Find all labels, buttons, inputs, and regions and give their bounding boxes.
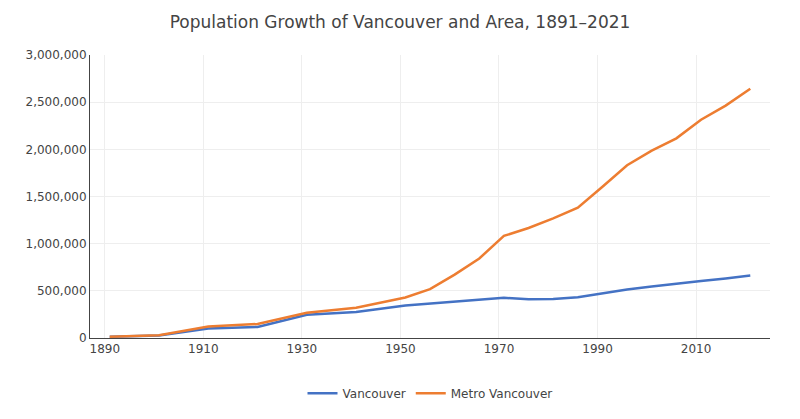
svg-text:Metro Vancouver: Metro Vancouver: [451, 387, 553, 401]
svg-text:1910: 1910: [188, 342, 219, 356]
svg-text:Population Growth of Vancouver: Population Growth of Vancouver and Area,…: [170, 12, 631, 32]
svg-text:1,500,000: 1,500,000: [26, 190, 87, 204]
svg-text:1970: 1970: [484, 342, 515, 356]
svg-text:1990: 1990: [582, 342, 613, 356]
svg-text:1950: 1950: [385, 342, 416, 356]
svg-text:0: 0: [79, 331, 87, 345]
svg-text:2,000,000: 2,000,000: [26, 143, 87, 157]
svg-text:1890: 1890: [90, 342, 121, 356]
svg-text:2,500,000: 2,500,000: [26, 95, 87, 109]
svg-text:2010: 2010: [681, 342, 712, 356]
svg-text:Vancouver: Vancouver: [343, 387, 406, 401]
svg-text:1930: 1930: [287, 342, 318, 356]
svg-text:3,000,000: 3,000,000: [26, 48, 87, 62]
svg-text:500,000: 500,000: [37, 284, 87, 298]
svg-text:1,000,000: 1,000,000: [26, 237, 87, 251]
